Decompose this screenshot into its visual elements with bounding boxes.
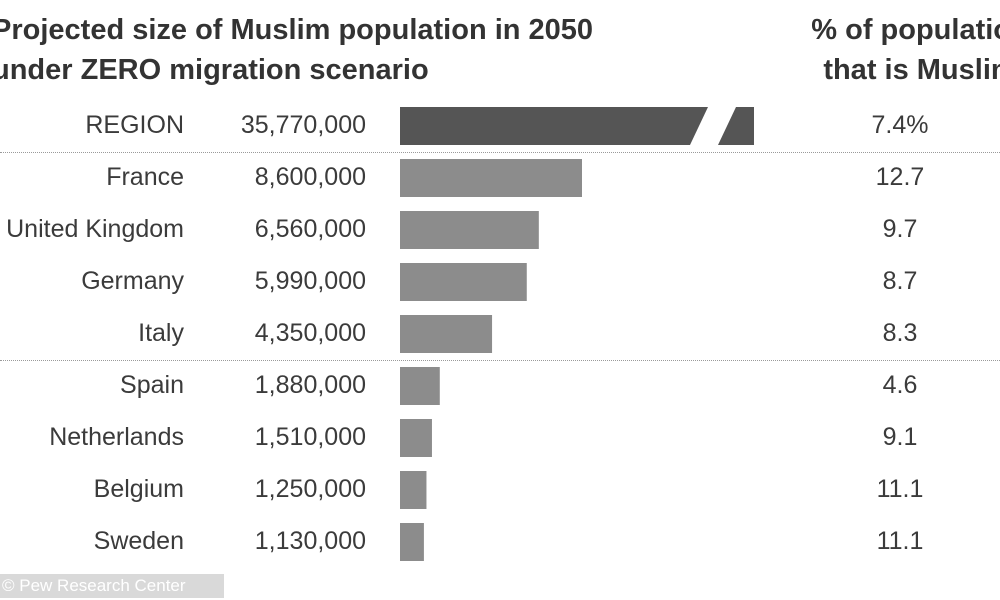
chart-title: Projected size of Muslim population in 2… bbox=[0, 10, 672, 90]
percent-label: 7.4% bbox=[871, 111, 929, 139]
value-label: 1,880,000 bbox=[254, 371, 366, 399]
pct-column-title-line2: that is Muslim bbox=[823, 54, 1000, 86]
row-divider bbox=[0, 360, 1000, 361]
bar-row: France 8,600,000 12.7 bbox=[0, 152, 1000, 204]
category-label: REGION bbox=[85, 111, 184, 139]
percent-label: 8.3 bbox=[882, 319, 918, 347]
bar-italy bbox=[400, 315, 493, 353]
bar-row: REGION 35,770,000 7.4% bbox=[0, 100, 1000, 152]
percent-label: 9.7 bbox=[882, 215, 918, 243]
value-label: 5,990,000 bbox=[254, 267, 366, 295]
category-label: United Kingdom bbox=[6, 215, 184, 243]
bar-germany bbox=[400, 263, 527, 301]
percent-label: 11.1 bbox=[876, 475, 924, 503]
chart-title-line1: Projected size of Muslim population in 2… bbox=[0, 14, 594, 46]
pct-column-title: % of population that is Muslim bbox=[780, 10, 1000, 90]
value-label: 35,770,000 bbox=[240, 111, 366, 139]
bar-france bbox=[400, 159, 582, 197]
value-label: 8,600,000 bbox=[254, 163, 366, 191]
value-label: 1,510,000 bbox=[254, 423, 366, 451]
bar-region-broken bbox=[400, 107, 754, 145]
bar-row: Spain 1,880,000 4.6 bbox=[0, 360, 1000, 412]
value-label: 1,130,000 bbox=[254, 527, 366, 555]
category-label: Germany bbox=[81, 267, 184, 295]
bar-row: United Kingdom 6,560,000 9.7 bbox=[0, 204, 1000, 256]
bar-region-part1 bbox=[400, 107, 708, 145]
bar-sweden bbox=[400, 523, 424, 561]
bar-row: Belgium 1,250,000 11.1 bbox=[0, 464, 1000, 516]
category-label: Spain bbox=[120, 371, 184, 399]
category-label: France bbox=[106, 163, 184, 191]
percent-label: 8.7 bbox=[882, 267, 918, 295]
value-label: 6,560,000 bbox=[254, 215, 366, 243]
percent-label: 4.6 bbox=[882, 371, 918, 399]
percent-label: 9.1 bbox=[882, 423, 918, 451]
percent-label: 11.1 bbox=[876, 527, 924, 555]
value-label: 1,250,000 bbox=[254, 475, 366, 503]
bar-row: Germany 5,990,000 8.7 bbox=[0, 256, 1000, 308]
source-credit: © Pew Research Center bbox=[0, 574, 224, 598]
category-label: Belgium bbox=[93, 475, 184, 503]
bar-netherlands bbox=[400, 419, 432, 457]
category-label: Sweden bbox=[93, 527, 184, 555]
bar-row: Netherlands 1,510,000 9.1 bbox=[0, 412, 1000, 464]
bar-row: Italy 4,350,000 8.3 bbox=[0, 308, 1000, 360]
pct-column-title-line1: % of population bbox=[811, 14, 1000, 46]
percent-label: 12.7 bbox=[875, 163, 925, 191]
bar-belgium bbox=[400, 471, 427, 509]
value-label: 4,350,000 bbox=[254, 319, 366, 347]
category-label: Italy bbox=[138, 319, 184, 347]
chart-title-line2: under ZERO migration scenario bbox=[0, 54, 429, 86]
bar-spain bbox=[400, 367, 440, 405]
category-label: Netherlands bbox=[49, 423, 184, 451]
bar-row: Sweden 1,130,000 11.1 bbox=[0, 516, 1000, 568]
bar-region-part2 bbox=[718, 107, 754, 145]
bar-united-kingdom bbox=[400, 211, 539, 249]
row-divider bbox=[0, 152, 1000, 153]
